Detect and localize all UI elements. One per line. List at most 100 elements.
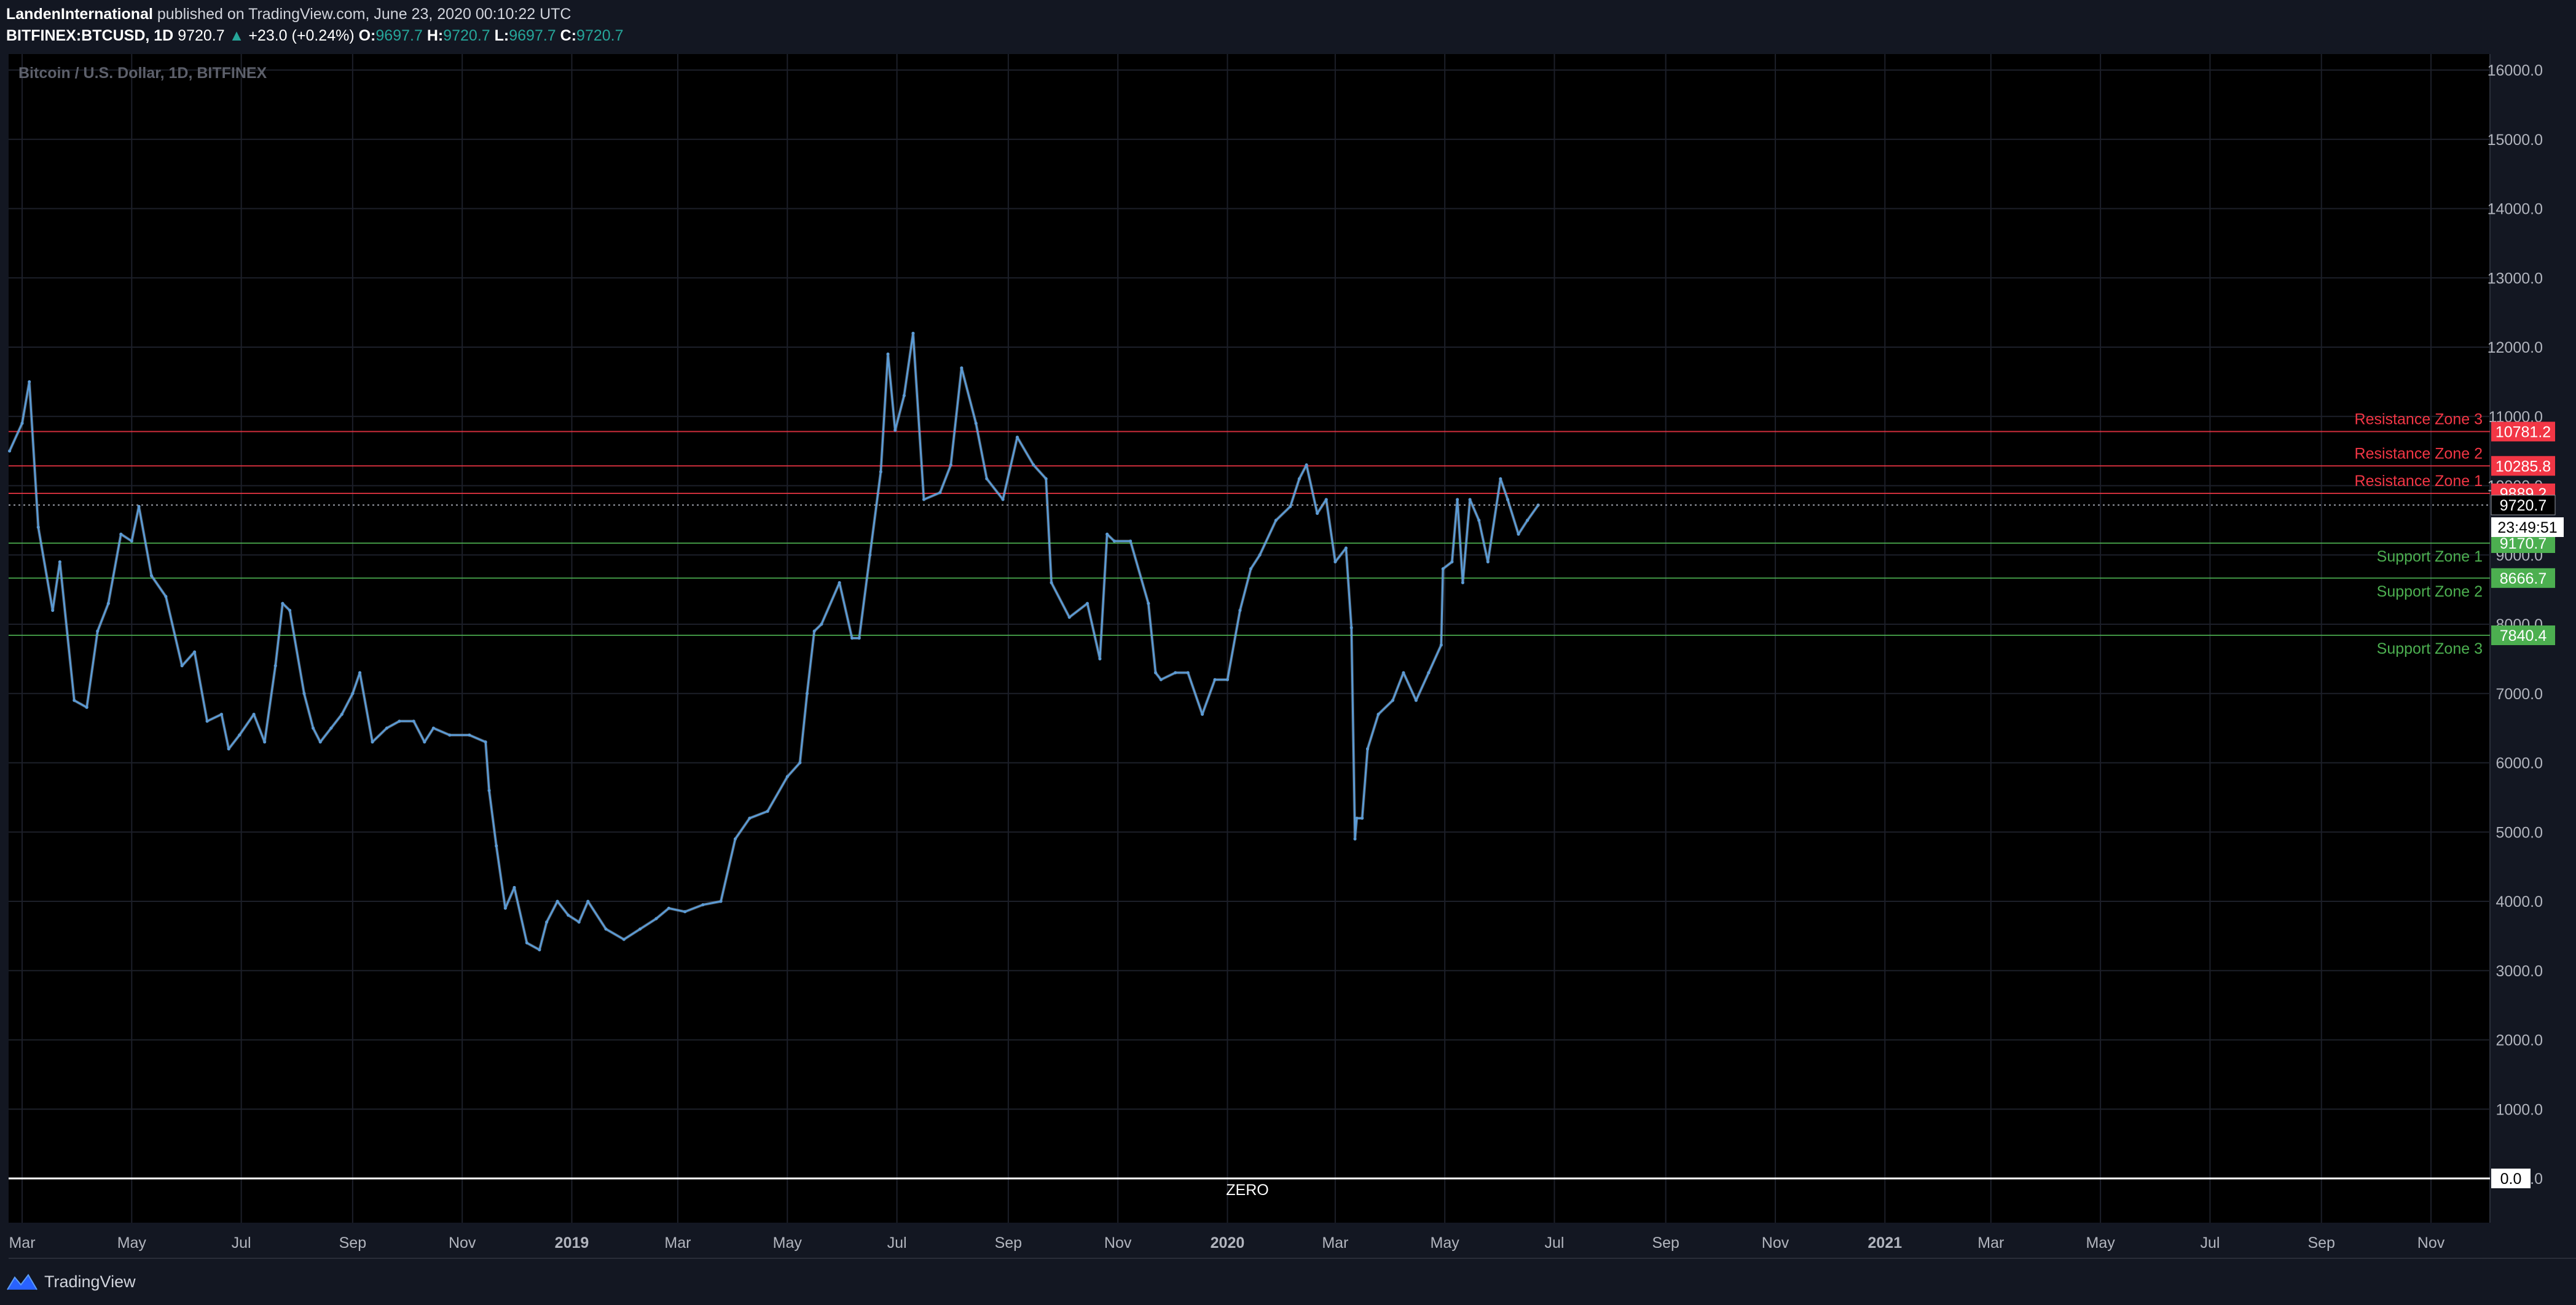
price-point bbox=[734, 837, 737, 841]
price-point bbox=[1376, 713, 1380, 716]
price-point bbox=[949, 463, 952, 467]
price-point bbox=[1258, 553, 1262, 557]
x-tick-label: Sep bbox=[2307, 1234, 2334, 1252]
publisher-name[interactable]: LandenInternational bbox=[6, 6, 153, 23]
price-point bbox=[1324, 498, 1328, 501]
x-tick-label: Mar bbox=[664, 1234, 691, 1252]
x-tick-label: Mar bbox=[9, 1234, 35, 1252]
resistance-level-label: Resistance Zone 2 bbox=[2355, 445, 2483, 462]
y-tick-label: 16000.0 bbox=[2488, 62, 2543, 79]
price-point bbox=[1441, 567, 1445, 571]
price-point bbox=[106, 602, 110, 605]
support-price-tag-label: 8666.7 bbox=[2500, 570, 2547, 587]
price-point bbox=[805, 692, 809, 696]
price-point bbox=[219, 713, 223, 716]
resistance-price-tag-label: 10781.2 bbox=[2496, 423, 2551, 441]
price-point bbox=[838, 581, 841, 584]
price-point bbox=[263, 740, 267, 744]
support-price-tag-label: 9170.7 bbox=[2500, 535, 2547, 552]
price-point bbox=[73, 699, 76, 702]
price-point bbox=[1213, 678, 1217, 681]
price-point bbox=[149, 574, 153, 578]
price-point bbox=[58, 560, 61, 564]
price-point bbox=[28, 380, 31, 383]
zero-price-tag bbox=[2491, 1169, 2531, 1188]
price-point bbox=[1129, 539, 1133, 543]
price-point bbox=[622, 938, 626, 941]
price-point bbox=[1297, 477, 1301, 480]
resistance-price-tag bbox=[2491, 456, 2555, 476]
x-tick-label: Sep bbox=[1652, 1234, 1679, 1252]
price-point bbox=[36, 525, 40, 529]
chart-header: LandenInternational published on Trading… bbox=[0, 0, 2576, 52]
price-point bbox=[495, 844, 498, 848]
price-point bbox=[879, 470, 882, 474]
zero-price-tag-label: 0.0 bbox=[2500, 1170, 2522, 1188]
y-tick-label: 2000.0 bbox=[2496, 1032, 2543, 1049]
support-price-tag bbox=[2491, 625, 2555, 645]
price-point bbox=[701, 903, 705, 907]
price-point bbox=[1526, 519, 1530, 522]
price-point bbox=[638, 927, 642, 931]
x-tick-label: Jul bbox=[2200, 1234, 2220, 1252]
price-point bbox=[1305, 463, 1308, 467]
support-level-label: Support Zone 1 bbox=[2377, 548, 2483, 565]
tradingview-logo-icon bbox=[7, 1274, 37, 1290]
price-point bbox=[137, 504, 141, 508]
y-tick-label: 15000.0 bbox=[2488, 131, 2543, 149]
price-point bbox=[1506, 498, 1509, 501]
price-point bbox=[484, 740, 487, 744]
price-point bbox=[238, 733, 242, 737]
tradingview-brand[interactable]: TradingView bbox=[6, 1268, 136, 1295]
y-tick-label: 1000.0 bbox=[2496, 1101, 2543, 1118]
price-point bbox=[503, 906, 507, 910]
price-point bbox=[850, 637, 854, 640]
price-point bbox=[1477, 519, 1481, 522]
price-point bbox=[1344, 546, 1348, 550]
price-point bbox=[358, 671, 362, 675]
price-point bbox=[1174, 671, 1177, 675]
price-point bbox=[398, 719, 401, 723]
price-point bbox=[1391, 699, 1394, 702]
high-label: H: bbox=[426, 27, 444, 44]
price-point bbox=[1249, 567, 1252, 571]
open-label: O: bbox=[358, 27, 376, 44]
x-tick-label: Sep bbox=[995, 1234, 1022, 1252]
countdown-tag-label: 23:49:51 bbox=[2497, 519, 2557, 536]
price-point bbox=[512, 885, 516, 889]
price-point bbox=[164, 595, 168, 598]
price-point bbox=[525, 941, 528, 945]
support-price-tag bbox=[2491, 568, 2555, 588]
price-point bbox=[340, 713, 344, 716]
x-tick-label: May bbox=[117, 1234, 147, 1252]
price-point bbox=[1461, 581, 1464, 584]
price-point bbox=[1085, 602, 1089, 605]
price-point bbox=[1402, 671, 1405, 675]
price-point bbox=[1499, 477, 1502, 480]
open-value: 9697.7 bbox=[375, 27, 423, 44]
x-tick-label: Sep bbox=[339, 1234, 366, 1252]
price-point bbox=[683, 910, 687, 914]
x-tick-label: Jul bbox=[232, 1234, 251, 1252]
price-point bbox=[180, 664, 184, 668]
price-point bbox=[119, 532, 123, 536]
close-value: 9720.7 bbox=[576, 27, 624, 44]
x-tick-label: Mar bbox=[1322, 1234, 1348, 1252]
price-point bbox=[1112, 539, 1116, 543]
price-point bbox=[20, 421, 24, 425]
symbol-label[interactable]: BITFINEX:BTCUSD, 1D bbox=[6, 27, 174, 44]
price-point bbox=[538, 948, 541, 952]
resistance-price-tag-label: 10285.8 bbox=[2496, 458, 2551, 475]
price-point bbox=[252, 713, 256, 716]
last-price: 9720.7 bbox=[178, 27, 225, 44]
y-tick-label: 6000.0 bbox=[2496, 755, 2543, 772]
y-tick-label: 12000.0 bbox=[2488, 339, 2543, 356]
chart-title: Bitcoin / U.S. Dollar, 1D, BITFINEX bbox=[18, 65, 267, 82]
resistance-level-label: Resistance Zone 3 bbox=[2355, 410, 2483, 428]
price-point bbox=[85, 705, 88, 709]
price-point bbox=[51, 608, 55, 612]
price-point bbox=[487, 789, 491, 793]
price-point bbox=[974, 421, 978, 425]
price-point bbox=[1316, 512, 1319, 515]
